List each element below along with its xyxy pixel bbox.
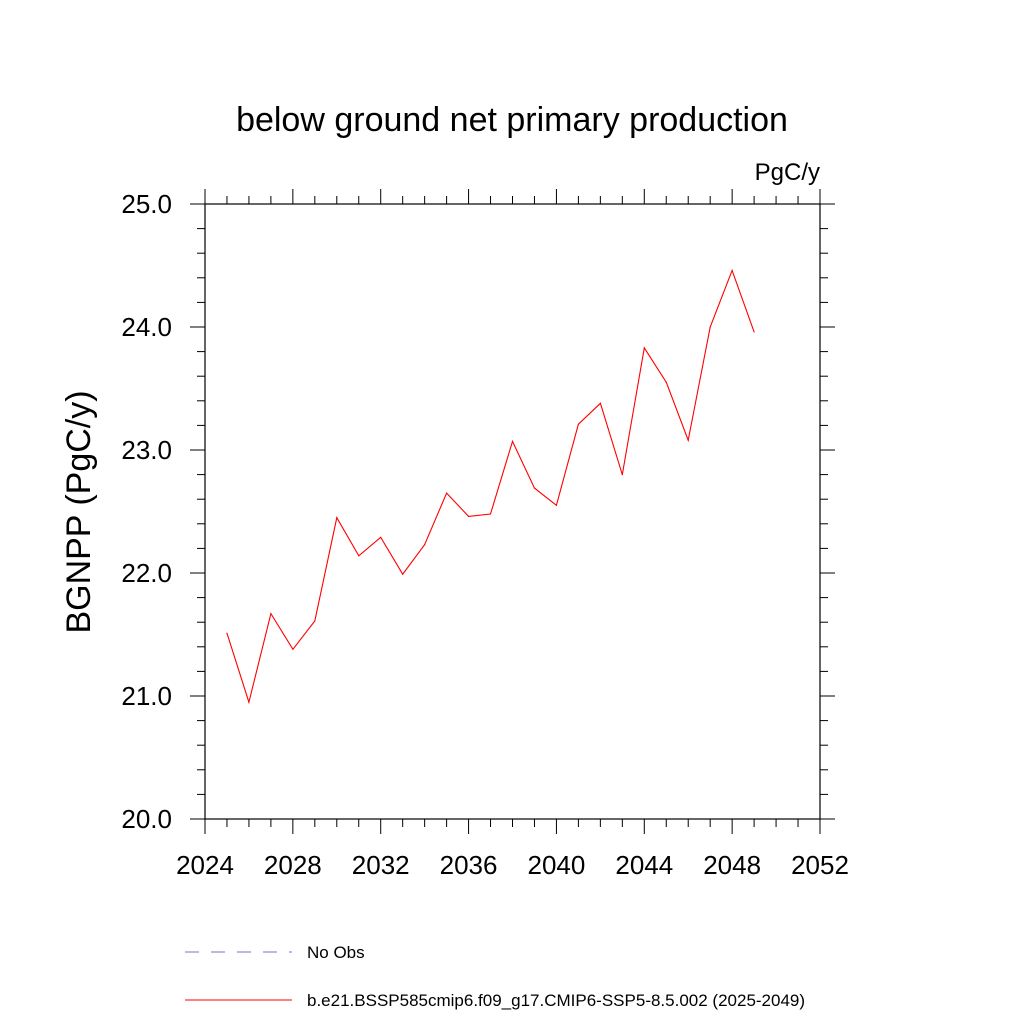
chart-title: below ground net primary production	[236, 101, 788, 139]
data-point	[555, 504, 558, 506]
x-tick-label: 2040	[528, 850, 586, 880]
units-label: PgC/y	[755, 159, 820, 186]
x-tick-label: 2024	[176, 850, 234, 880]
y-tick-label: 20.0	[121, 804, 172, 834]
x-tick-label: 2036	[440, 850, 498, 880]
data-point	[709, 326, 711, 328]
data-point	[446, 492, 448, 494]
data-point	[687, 439, 689, 441]
data-point	[424, 544, 426, 546]
legend: No Obs b.e21.BSSP585cmip6.f09_g17.CMIP6-S…	[185, 943, 805, 1010]
y-tick-label: 25.0	[121, 189, 172, 219]
data-point	[358, 555, 360, 557]
data-point	[753, 331, 755, 333]
data-point	[336, 517, 338, 519]
data-point	[380, 536, 382, 538]
y-tick-label: 24.0	[121, 312, 172, 342]
data-point	[226, 632, 228, 634]
series-line	[226, 268, 755, 705]
y-tick-label: 21.0	[121, 681, 172, 711]
x-tick-label: 2052	[791, 850, 849, 880]
legend-label: b.e21.BSSP585cmip6.f09_g17.CMIP6-SSP5-8.…	[307, 991, 805, 1010]
data-point	[731, 269, 733, 272]
y-axis-label: BGNPP (PgC/y)	[60, 390, 98, 633]
data-point	[467, 515, 470, 518]
x-tick-label: 2028	[264, 850, 322, 880]
x-tick-label: 2032	[352, 850, 410, 880]
data-point	[643, 347, 645, 349]
y-tick-label: 23.0	[121, 435, 172, 465]
data-point	[533, 487, 536, 489]
data-point	[402, 573, 404, 575]
data-point	[270, 612, 272, 615]
axes: 2024 2028 2032 2036 2040 2044 2048 2052 20.0 21.0…	[121, 189, 849, 880]
data-point	[292, 648, 294, 650]
data-point	[621, 474, 623, 476]
data-point	[489, 513, 492, 515]
x-tick-label: 2048	[703, 850, 761, 880]
legend-label: No Obs	[307, 943, 365, 962]
data-point	[577, 423, 579, 425]
data-point	[248, 701, 250, 703]
y-tick-label: 22.0	[121, 558, 172, 588]
plot-frame	[204, 203, 821, 820]
x-tick-label: 2044	[615, 850, 673, 880]
plot-area	[226, 268, 755, 705]
data-point	[665, 381, 667, 383]
data-point	[314, 620, 316, 622]
data-point	[511, 440, 514, 442]
data-point	[599, 402, 601, 404]
